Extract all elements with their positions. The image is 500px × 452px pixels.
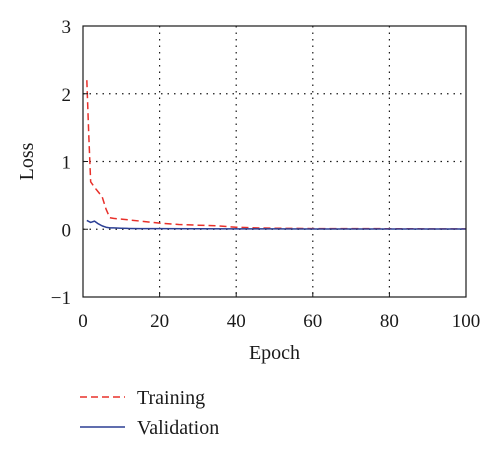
series-lines [86, 80, 467, 230]
legend-label-training: Training [137, 387, 205, 409]
grid-lines [83, 26, 466, 297]
series-line-validation [86, 219, 466, 230]
x-tick-label: 0 [78, 311, 88, 332]
x-tick-label: 40 [227, 311, 246, 332]
legend-label-validation: Validation [137, 417, 219, 439]
y-tick-label: −1 [51, 288, 71, 309]
tick-labels: 0 20 40 60 80 100 −1 0 1 2 3 [51, 17, 480, 332]
y-tick-label: 3 [62, 17, 72, 38]
x-tick-label: 20 [150, 311, 169, 332]
legend: Training Validation [80, 387, 219, 439]
x-tick-label: 80 [380, 311, 399, 332]
series-line-training [86, 80, 467, 230]
x-axis-label: Epoch [249, 342, 300, 364]
y-tick-label: 2 [62, 85, 72, 106]
x-tick-label: 60 [303, 311, 322, 332]
y-tick-label: 0 [62, 220, 72, 241]
x-tick-label: 100 [452, 311, 481, 332]
y-tick-label: 1 [62, 153, 72, 174]
y-axis-label: Loss [16, 142, 38, 180]
